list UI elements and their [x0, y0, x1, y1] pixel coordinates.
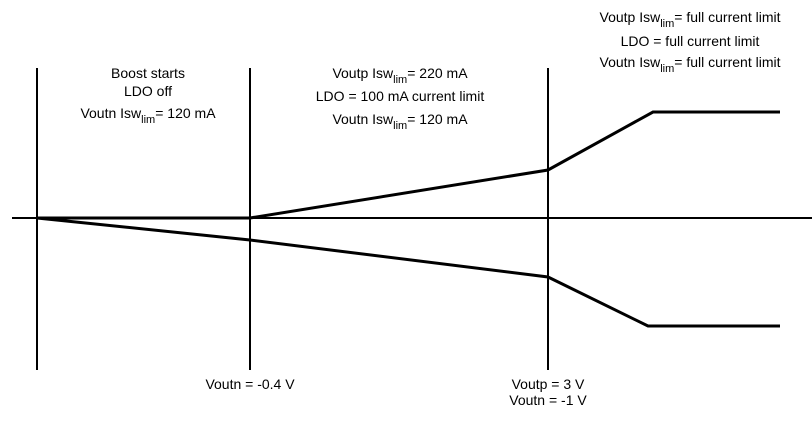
lines — [12, 68, 812, 370]
label-text: LDO = full current limit — [621, 33, 760, 49]
label-text: = 120 mA — [407, 111, 468, 127]
region-label: Voutn Iswlim= 120 mA — [332, 111, 468, 132]
label-subscript: lim — [660, 18, 674, 30]
marker-label: Voutn = -1 V — [509, 392, 587, 408]
marker-label: Voutn = -0.4 V — [205, 376, 295, 392]
label-text: LDO off — [124, 83, 172, 99]
region-label: Voutp Iswlim= full current limit — [600, 9, 781, 30]
label-text: Voutp Isw — [600, 9, 662, 25]
label-text: Boost starts — [111, 65, 185, 81]
label-text: Voutp Isw — [332, 65, 394, 81]
voutp-trace — [37, 110, 780, 220]
region-label: Voutp Iswlim= 220 mA — [332, 65, 468, 86]
label-subscript: lim — [393, 120, 407, 132]
label-subscript: lim — [141, 114, 155, 126]
region-label: Boost starts — [111, 65, 185, 81]
region-label: LDO off — [124, 83, 172, 99]
label-text: = 120 mA — [155, 105, 216, 121]
label-text: Voutn Isw — [332, 111, 394, 127]
label-subscript: lim — [393, 74, 407, 86]
label-text: = 220 mA — [407, 65, 468, 81]
marker-label: Voutp = 3 V — [512, 376, 585, 392]
label-text: Voutn Isw — [80, 105, 142, 121]
region-label: Voutn Iswlim= 120 mA — [80, 105, 216, 126]
region-label: LDO = full current limit — [621, 33, 760, 49]
voutn-trace — [36, 216, 780, 328]
label-text: Voutn Isw — [600, 54, 662, 70]
label-text: = full current limit — [674, 54, 780, 70]
region-label: Voutn Iswlim= full current limit — [600, 54, 781, 75]
region-label: LDO = 100 mA current limit — [316, 88, 485, 104]
label-text: = full current limit — [674, 9, 780, 25]
label-subscript: lim — [660, 63, 674, 75]
label-text: LDO = 100 mA current limit — [316, 88, 485, 104]
